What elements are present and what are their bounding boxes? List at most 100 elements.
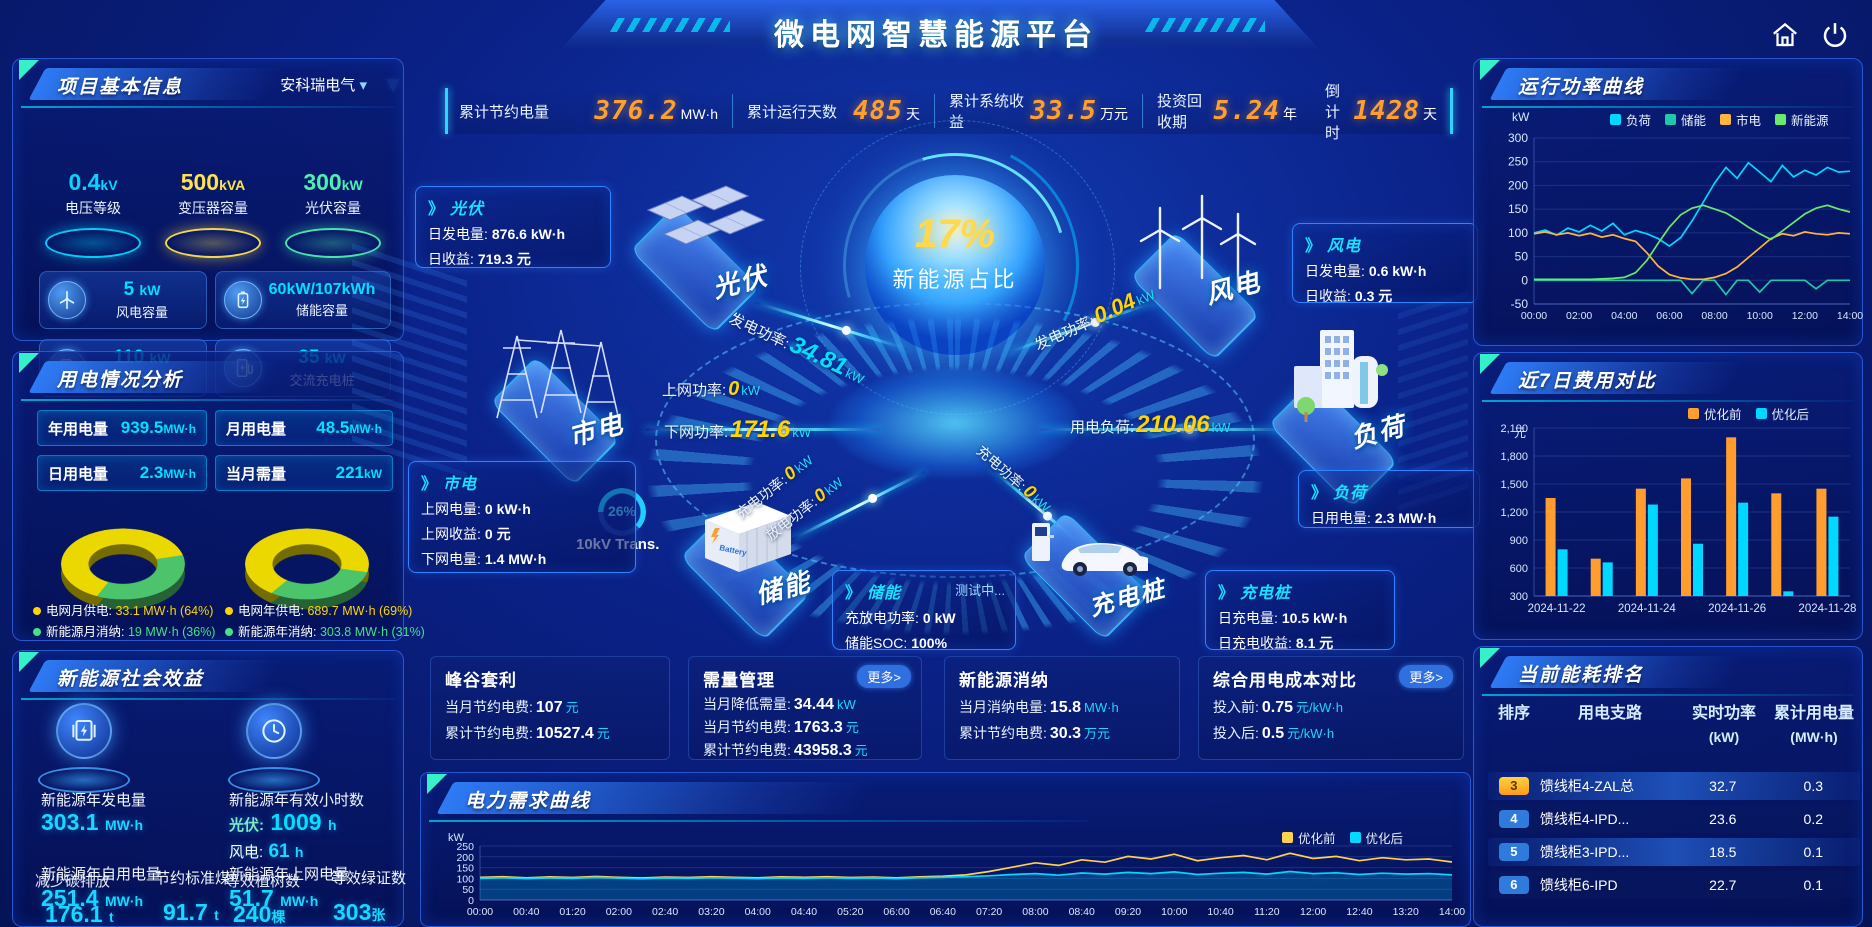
capacity-text: 5 kW 风电容量	[86, 279, 198, 321]
panel-social-benefit: 新能源社会效益 新能源年发电量 303.1 MW·h 新能源年有效小时数 光伏:…	[12, 650, 406, 927]
svg-text:1,800: 1,800	[1500, 451, 1528, 463]
kpi-label: 累计节约电量	[459, 103, 550, 121]
svg-text:12:00: 12:00	[1300, 906, 1326, 918]
legend-label: 新能源年消纳:	[238, 625, 320, 639]
usage-stat-1: 月用电量 48.5MW·h	[215, 410, 393, 446]
usage-stats: 年用电量 939.5MW·h 月用电量 48.5MW·h 日用电量 2.3MW·h 当月需量…	[37, 410, 393, 491]
wind-turbine-icon	[48, 281, 86, 319]
center-energy-sphere	[865, 175, 1045, 355]
svg-text:06:00: 06:00	[1656, 310, 1682, 322]
grid-card: 》市电 上网电量: 0 kW·h 上网收益: 0 元 下网电量: 1.4 MW·h	[408, 461, 636, 573]
table-row[interactable]: 5 馈线柜3-IPD... 18.5 0.1	[1488, 838, 1860, 866]
legend-item-优化前[interactable]: 优化前	[1282, 828, 1336, 847]
flow-load-power: 用电负荷:210.06 kW	[1070, 411, 1231, 438]
usage-stat-2: 日用电量 2.3MW·h	[37, 455, 207, 491]
usage-stat-0: 年用电量 939.5MW·h	[37, 410, 207, 446]
svg-text:0: 0	[468, 895, 474, 907]
svg-text:07:20: 07:20	[976, 906, 1002, 918]
ev-car-charger-3d	[1032, 523, 1148, 576]
branch-name: 馈线柜4-IPD...	[1539, 811, 1630, 827]
svg-text:300: 300	[1508, 131, 1528, 145]
panel-cost-compare: 近7日费用对比	[1473, 352, 1863, 640]
table-row[interactable]: 4 馈线柜4-IPD... 23.6 0.2	[1488, 805, 1860, 833]
more-button[interactable]: 更多>	[857, 665, 911, 688]
table-row[interactable]: 6 馈线柜6-IPD 22.7 0.1	[1488, 871, 1860, 899]
home-icon[interactable]	[1770, 20, 1800, 55]
battery-icon	[224, 281, 262, 319]
legend-item-优化后[interactable]: 优化后	[1349, 828, 1403, 847]
legend-item-新能源[interactable]: 新能源	[1775, 110, 1829, 129]
panel-title: 近7日费用对比	[1518, 371, 1657, 392]
legend-item-市电[interactable]: 市电	[1720, 110, 1761, 129]
usage-stat-value: 939.5MW·h	[120, 418, 196, 437]
kpi-unit: 年	[1283, 106, 1297, 122]
realtime-power: 32.7	[1709, 778, 1737, 794]
benefit-card-title: 综合用电成本对比	[1213, 671, 1357, 690]
flow-feed-in: 上网功率: 0 kW	[662, 378, 761, 400]
usage-stat-3: 当月需量 221kW	[215, 455, 393, 491]
legend-item-储能[interactable]: 储能	[1665, 110, 1706, 129]
power-icon[interactable]	[1820, 20, 1850, 55]
svg-text:13:20: 13:20	[1393, 906, 1419, 918]
storage-card: 》储能 测试中... 充放电功率: 0 kW 储能SOC: 100%	[832, 570, 1016, 651]
total-energy: 0.1	[1803, 844, 1823, 860]
svg-text:50: 50	[462, 884, 474, 896]
kpi-unit: 天	[906, 106, 920, 122]
power-y-axis-unit: kW	[1512, 110, 1530, 124]
svg-text:250: 250	[456, 841, 474, 853]
kpi-item-0: 累计节约电量 376.2 MW·h	[445, 94, 733, 128]
podium-glow	[165, 228, 261, 258]
panel-corner-icon	[19, 652, 41, 674]
total-energy: 0.3	[1803, 778, 1823, 794]
legend-item-优化前[interactable]: 优化前	[1688, 404, 1742, 423]
chevron-down-icon: ▾	[359, 77, 367, 94]
clock-icon	[246, 703, 302, 759]
more-button[interactable]: 更多>	[1399, 665, 1453, 688]
total-energy: 0.2	[1803, 811, 1823, 827]
benefit-card-0: 峰谷套利 当月节约电费: 107 元累计节约电费: 10527.4 元	[430, 656, 670, 760]
legend-swatch-icon	[1610, 114, 1621, 125]
benefit-card-title: 新能源消纳	[959, 671, 1049, 690]
usage-stat-value: 2.3MW·h	[139, 463, 196, 482]
arrow-icon: 》	[845, 585, 862, 602]
svg-text:150: 150	[1508, 202, 1528, 216]
kpi-number: 376.2	[594, 96, 678, 126]
power-curve-chart: -50 0 50 100 150 200 250 300 00:00 02:00 04:00 06:0…	[1508, 131, 1863, 322]
branch-name: 馈线柜4-ZAL总	[1539, 778, 1634, 794]
company-select[interactable]: 安科瑞电气 ▾	[280, 77, 367, 94]
legend-swatch-icon	[1775, 114, 1787, 125]
capacity-label: 储能容量	[295, 303, 348, 318]
banner-zigzag-right-icon	[1145, 18, 1265, 32]
stat-label: 节约标准煤	[155, 870, 231, 887]
kpi-label: 累计运行天数	[747, 103, 838, 121]
rank-badge: 6	[1499, 876, 1529, 894]
table-row[interactable]: 3 馈线柜4-ZAL总 32.7 0.3	[1488, 772, 1860, 800]
kpi-item-1: 累计运行天数 485 天	[733, 94, 935, 128]
center-platform-glow	[830, 368, 1080, 478]
svg-text:05:20: 05:20	[837, 906, 863, 918]
year-donut-chart	[245, 502, 375, 612]
kpi-unit: 万元	[1100, 106, 1128, 122]
panel-title: 项目基本信息	[57, 77, 184, 98]
ranking-header-1: 用电支路	[1577, 705, 1642, 722]
svg-text:00:00: 00:00	[1521, 310, 1547, 322]
legend-value: 33.1 MW·h (64%)	[115, 604, 214, 618]
arrow-icon: 》	[421, 476, 438, 493]
podium-1: 500kVA 变压器容量	[157, 169, 269, 258]
panel-corner-icon	[427, 774, 449, 796]
stat-value: 51.7 MW·h	[229, 885, 319, 911]
svg-text:0: 0	[1521, 273, 1528, 287]
svg-text:10:00: 10:00	[1747, 310, 1773, 322]
renewable-ratio-label: 新能源占比	[892, 267, 1018, 292]
legend-item-优化后[interactable]: 优化后	[1755, 404, 1809, 423]
usage-stat-label: 月用电量	[226, 420, 287, 438]
rank-badge: 5	[1499, 843, 1529, 861]
kpi-label: 投资回收期	[1157, 93, 1203, 131]
legend-item-负荷[interactable]: 负荷	[1610, 110, 1651, 129]
capacity-card-1: 60kW/107kWh 储能容量	[215, 271, 391, 329]
svg-text:10:00: 10:00	[1161, 906, 1187, 918]
benefit-row: 当月节约电费: 107 元	[445, 699, 579, 716]
demand-legend: 优化前 优化后	[1282, 828, 1403, 847]
legend-text: 新能源	[1791, 114, 1829, 128]
